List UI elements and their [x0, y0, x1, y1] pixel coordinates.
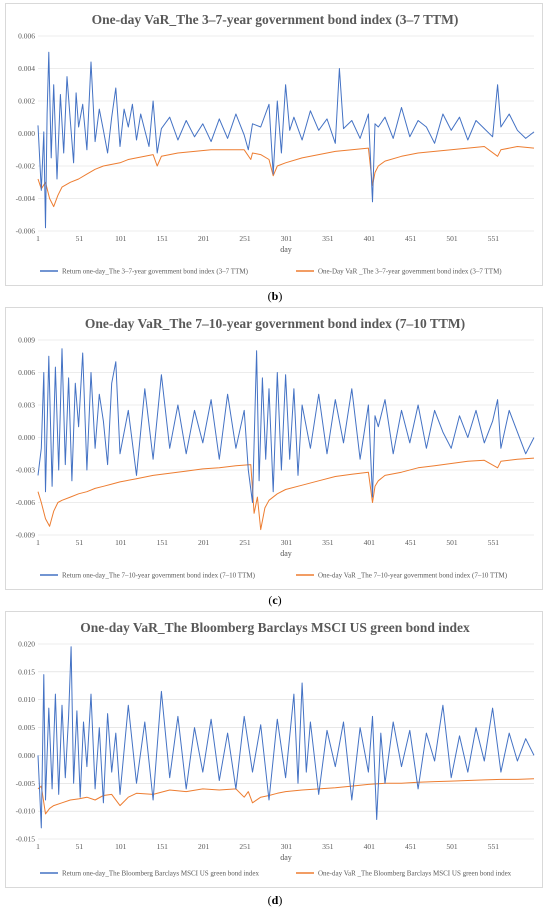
y-tick-label: 0.015: [18, 667, 35, 676]
y-tick-label: 0.003: [18, 401, 35, 410]
x-tick-label: 351: [322, 234, 334, 243]
x-tick-label: 401: [364, 234, 376, 243]
caption-c: (c): [268, 593, 282, 607]
x-tick-label: 151: [157, 538, 169, 547]
y-tick-label: 0.006: [18, 368, 35, 377]
x-axis-label: day: [280, 549, 292, 558]
x-tick-label: 351: [322, 842, 334, 851]
x-tick-label: 451: [405, 842, 417, 851]
chart-title: One-day VaR_The 7–10-year government bon…: [85, 316, 465, 331]
y-tick-label: -0.002: [16, 162, 36, 171]
x-tick-label: 451: [405, 234, 417, 243]
caption-d: (d): [267, 893, 283, 907]
legend-return-label: Return one-day_The Bloomberg Barclays MS…: [62, 870, 260, 878]
y-tick-label: 0.004: [18, 64, 35, 73]
x-tick-label: 101: [115, 842, 127, 851]
var-series-line: [37, 778, 535, 815]
return-series-line: [37, 646, 535, 829]
var-series-line: [37, 146, 535, 208]
x-tick-label: 551: [488, 234, 500, 243]
y-tick-label: -0.004: [16, 194, 36, 203]
legend-var-label: One-day VaR _The Bloomberg Barclays MSCI…: [318, 870, 512, 878]
x-tick-label: 101: [115, 234, 127, 243]
x-tick-label: 301: [281, 842, 293, 851]
legend-return-label: Return one-day_The 3–7-year government b…: [62, 268, 249, 276]
y-tick-label: -0.003: [16, 466, 36, 475]
x-tick-label: 201: [198, 234, 210, 243]
chart-7-10-ttm: One-day VaR_The 7–10-year government bon…: [16, 316, 535, 580]
y-tick-label: 0.009: [18, 336, 35, 345]
x-tick-label: 551: [488, 842, 500, 851]
y-tick-label: 0.000: [18, 751, 35, 760]
y-tick-label: -0.015: [16, 835, 36, 844]
y-tick-label: 0.002: [18, 97, 35, 106]
x-tick-label: 251: [239, 842, 251, 851]
x-tick-label: 1: [36, 842, 40, 851]
chart-title: One-day VaR_The 3–7-year government bond…: [92, 12, 459, 27]
chart-green-bond: One-day VaR_The Bloomberg Barclays MSCI …: [16, 620, 535, 878]
x-tick-label: 1: [36, 234, 40, 243]
x-tick-label: 151: [157, 234, 169, 243]
x-tick-label: 201: [198, 842, 210, 851]
x-tick-label: 501: [446, 234, 458, 243]
return-series-line: [37, 51, 535, 229]
x-tick-label: 501: [446, 842, 458, 851]
y-tick-label: 0.000: [18, 433, 35, 442]
y-tick-label: 0.000: [18, 129, 35, 138]
x-tick-label: 151: [157, 842, 169, 851]
y-tick-label: -0.005: [16, 779, 36, 788]
legend-return-label: Return one-day_The 7–10-year government …: [62, 572, 256, 580]
chart-panel-3-7: One-day VaR_The 3–7-year government bond…: [5, 3, 543, 286]
y-tick-label: -0.006: [16, 227, 36, 236]
x-tick-label: 51: [76, 234, 84, 243]
x-tick-label: 451: [405, 538, 417, 547]
chart-panel-7-10: One-day VaR_The 7–10-year government bon…: [5, 307, 543, 590]
x-tick-label: 501: [446, 538, 458, 547]
x-tick-label: 51: [76, 842, 84, 851]
x-tick-label: 251: [239, 234, 251, 243]
x-tick-label: 401: [364, 842, 376, 851]
x-tick-label: 201: [198, 538, 210, 547]
y-tick-label: -0.010: [16, 807, 36, 816]
x-tick-label: 351: [322, 538, 334, 547]
x-tick-label: 1: [36, 538, 40, 547]
y-tick-label: 0.005: [18, 723, 35, 732]
x-axis-label: day: [280, 245, 292, 254]
x-tick-label: 101: [115, 538, 127, 547]
chart-panel-green-bond: One-day VaR_The Bloomberg Barclays MSCI …: [5, 611, 543, 888]
x-tick-label: 301: [281, 234, 293, 243]
y-tick-label: -0.006: [16, 498, 36, 507]
legend-var-label: One-Day VaR _The 3–7-year government bon…: [318, 268, 502, 276]
legend-var-label: One-day VaR _The 7–10-year government bo…: [318, 572, 508, 580]
x-tick-label: 51: [76, 538, 84, 547]
caption-b: (b): [267, 289, 283, 303]
return-series-line: [37, 348, 535, 503]
x-tick-label: 301: [281, 538, 293, 547]
x-axis-label: day: [280, 853, 292, 862]
y-tick-label: 0.010: [18, 695, 35, 704]
y-tick-label: 0.020: [18, 640, 35, 649]
chart-title: One-day VaR_The Bloomberg Barclays MSCI …: [80, 620, 470, 635]
y-tick-label: 0.006: [18, 32, 35, 41]
x-tick-label: 551: [488, 538, 500, 547]
var-series-line: [37, 457, 535, 531]
x-tick-label: 401: [364, 538, 376, 547]
chart-3-7-ttm: One-day VaR_The 3–7-year government bond…: [16, 12, 535, 276]
y-tick-label: -0.009: [16, 531, 36, 540]
x-tick-label: 251: [239, 538, 251, 547]
